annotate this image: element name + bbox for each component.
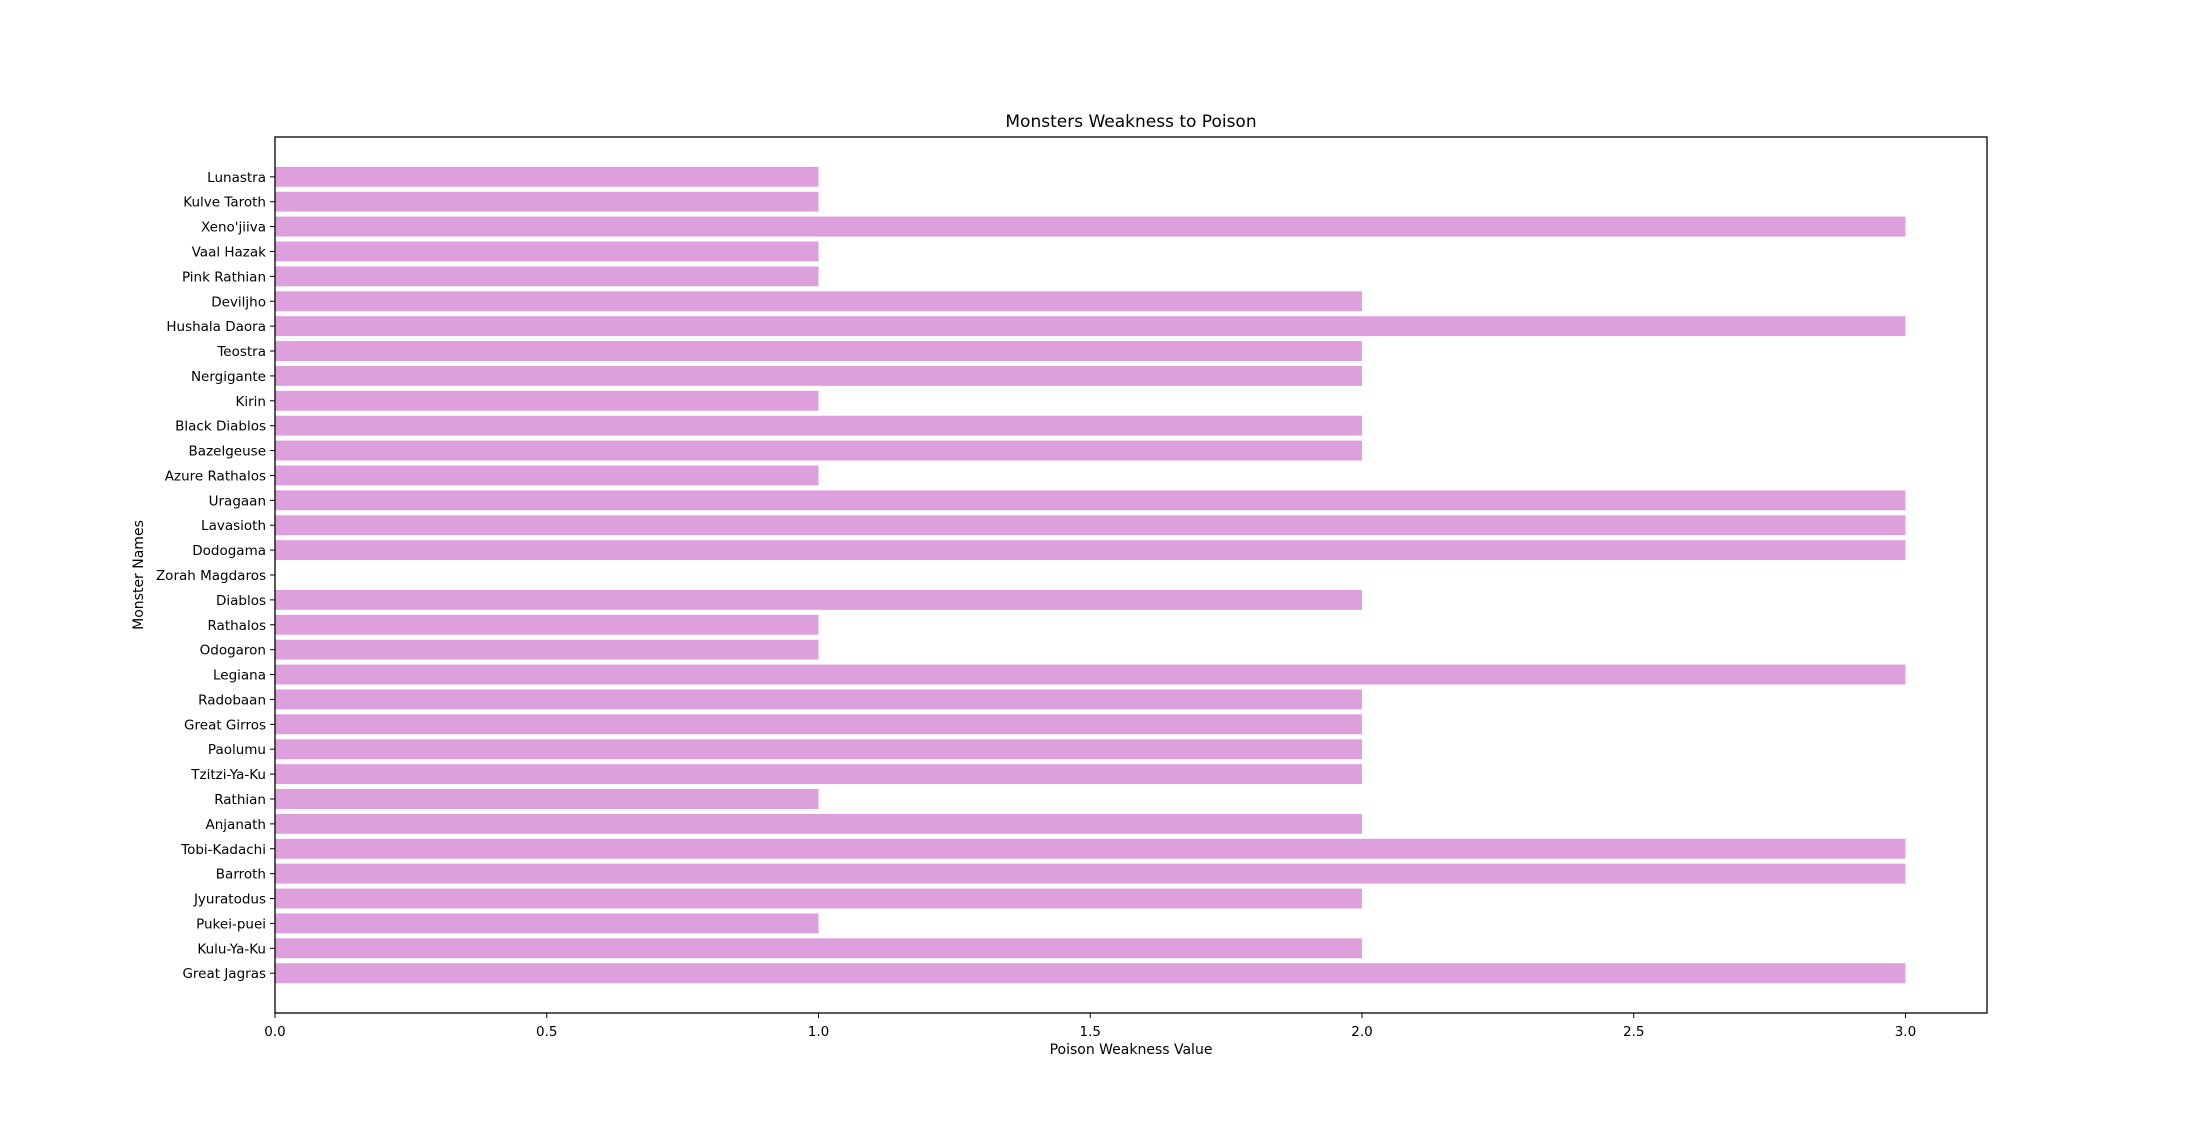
bar — [275, 589, 1362, 610]
bar — [275, 216, 1906, 237]
y-tick-label: Azure Rathalos — [165, 468, 266, 484]
bar — [275, 365, 1362, 386]
y-axis-ticks: Great Jagras Kulu-Ya-Ku Pukei-puei Jyuratod… — [156, 170, 275, 982]
y-tick-label: Uragaan — [209, 493, 266, 509]
bar — [275, 316, 1906, 337]
y-tick-label: Kulve Taroth — [183, 195, 266, 211]
bar — [275, 963, 1906, 984]
bar — [275, 390, 819, 411]
bar — [275, 191, 819, 212]
bar — [275, 789, 819, 809]
y-tick-label: Odogaron — [200, 643, 266, 659]
bar — [275, 764, 1362, 785]
x-tick-label: 1.0 — [808, 1024, 829, 1040]
bar — [275, 739, 1362, 760]
x-tick-label: 1.5 — [1079, 1024, 1100, 1040]
bar — [275, 838, 1906, 859]
y-tick-label: Kulu-Ya-Ku — [197, 941, 266, 957]
bar — [275, 166, 819, 187]
y-tick-label: Rathian — [214, 792, 266, 808]
x-tick-label: 0.0 — [264, 1024, 285, 1040]
y-tick-label: Vaal Hazak — [192, 244, 267, 260]
bar — [275, 913, 819, 934]
y-tick-label: Lavasioth — [201, 518, 266, 534]
bar — [275, 440, 1362, 461]
y-tick-label: Barroth — [216, 867, 266, 883]
bar — [275, 490, 1906, 511]
y-tick-label: Pink Rathian — [182, 269, 266, 285]
y-tick-label: Paolumu — [208, 742, 266, 758]
y-tick-label: Deviljho — [211, 294, 266, 310]
y-tick-label: Zorah Magdaros — [156, 568, 266, 584]
bar — [275, 415, 1362, 436]
bar — [275, 614, 819, 635]
y-tick-label: Diablos — [216, 593, 266, 609]
bar — [275, 664, 1906, 685]
y-tick-label: Kirin — [236, 394, 266, 410]
x-tick-label: 2.5 — [1623, 1024, 1644, 1040]
y-tick-label: Jyuratodus — [193, 892, 266, 908]
x-tick-label: 2.0 — [1351, 1024, 1372, 1040]
y-tick-label: Tobi-Kadachi — [180, 842, 266, 858]
bar — [275, 689, 1362, 710]
x-tick-label: 3.0 — [1895, 1024, 1916, 1040]
bar — [275, 714, 1362, 735]
y-tick-label: Xeno'jiiva — [201, 220, 266, 236]
y-tick-label: Legiana — [213, 668, 266, 684]
bar — [275, 241, 819, 262]
y-tick-label: Pukei-puei — [196, 916, 266, 932]
y-tick-label: Great Girros — [184, 717, 266, 733]
y-tick-label: Radobaan — [198, 692, 266, 708]
y-axis-label: Monster Names — [131, 520, 147, 630]
bar — [275, 291, 1362, 312]
y-tick-label: Teostra — [216, 344, 266, 360]
bar — [275, 465, 819, 486]
x-axis-ticks: 0.0 0.5 1.0 1.5 2.0 2.5 3.0 — [264, 1013, 1916, 1040]
y-tick-label: Rathalos — [207, 618, 266, 634]
bar — [275, 341, 1362, 361]
bar — [275, 888, 1362, 909]
bar — [275, 540, 1906, 561]
y-tick-label: Tzitzi-Ya-Ku — [190, 767, 266, 783]
bar — [275, 863, 1906, 884]
bar — [275, 938, 1362, 959]
y-tick-label: Lunastra — [207, 170, 266, 186]
y-tick-label: Bazelgeuse — [189, 444, 266, 460]
bars-group — [275, 166, 1906, 984]
bar — [275, 266, 819, 287]
bar — [275, 515, 1906, 536]
chart-title: Monsters Weakness to Poison — [1005, 112, 1256, 132]
bar — [275, 639, 819, 660]
x-tick-label: 0.5 — [536, 1024, 557, 1040]
y-tick-label: Hushala Daora — [166, 319, 266, 335]
y-tick-label: Black Diablos — [175, 419, 266, 435]
bar — [275, 813, 1362, 834]
y-tick-label: Dodogama — [192, 543, 266, 559]
y-tick-label: Anjanath — [206, 817, 267, 833]
y-tick-label: Great Jagras — [182, 966, 266, 982]
x-axis-label: Poison Weakness Value — [1050, 1042, 1213, 1058]
y-tick-label: Nergigante — [191, 369, 266, 385]
